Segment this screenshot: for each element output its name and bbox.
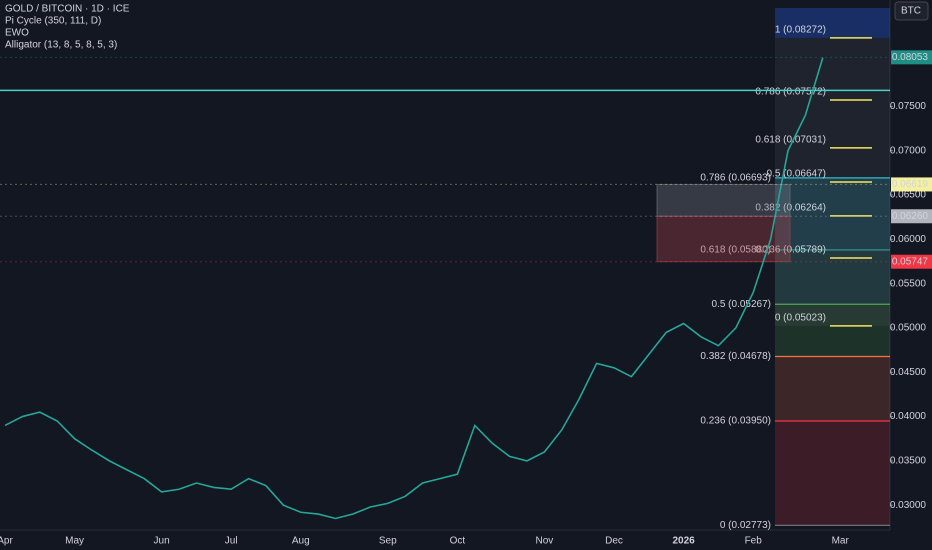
price-tag (891, 50, 932, 65)
price-tag (891, 177, 932, 192)
price-tag (891, 209, 932, 224)
x-tick-label: Aug (292, 536, 310, 547)
fib-label: 0.382 (0.04678) (700, 351, 771, 362)
x-tick-label: Oct (450, 536, 466, 547)
fib-area (775, 7, 890, 38)
x-tick-label: Apr (0, 536, 13, 547)
x-tick-label: Sep (379, 536, 397, 547)
price-tag-label: 0.08053 (892, 52, 929, 63)
y-tick-label: 0.03500 (890, 456, 927, 467)
x-tick-label: May (65, 536, 84, 547)
price-tag-label: 0.06619 (892, 179, 929, 190)
fib-label: 0.618 (0.05880) (700, 245, 771, 256)
fib-label: 0 (0.02773) (720, 520, 771, 531)
y-tick-label: 0.05500 (890, 278, 927, 289)
x-tick-label: Feb (745, 536, 763, 547)
x-tick-label: Jul (225, 536, 238, 547)
zone (656, 215, 791, 263)
fib-label: 0.786 (0.06693) (700, 173, 771, 184)
x-tick-label: Jun (154, 536, 170, 547)
plot: 0.786 (0.06693) 0.618 (0.05880) 0.5 (0.052… (0, 7, 932, 547)
indicator: Alligator (13, 8, 5, 8, 5, 3) (5, 40, 117, 51)
fib-band (775, 304, 890, 357)
fib-label: 1 (0.08272) (775, 25, 826, 36)
currency-button[interactable] (894, 1, 929, 21)
x-tick-label: Mar (832, 536, 850, 547)
price-tag-label: 0.05747 (892, 256, 929, 267)
fib-label: 0.618 (0.07031) (755, 135, 826, 146)
fib-label: 0.382 (0.06264) (755, 203, 826, 214)
y-tick-label: 0.07500 (890, 101, 927, 112)
fib-band (775, 249, 890, 305)
price-tag (891, 254, 932, 269)
fib-band (775, 177, 890, 250)
indicator: EWO (5, 28, 29, 39)
x-tick-label: 2026 (672, 536, 695, 547)
price-line (4, 57, 824, 520)
y-tick-label: 0.07000 (890, 145, 927, 156)
y-tick-label: 0.03000 (890, 500, 927, 511)
zone (656, 183, 791, 217)
x-tick-label: Dec (605, 536, 623, 547)
fib-label: 0.236 (0.03950) (700, 416, 771, 427)
y-tick-label: 0.04500 (890, 367, 927, 378)
price-tag-label: 0.06260 (892, 211, 929, 222)
fib-band (775, 420, 890, 526)
fib-label: 0.5 (0.05267) (712, 299, 772, 310)
chart-title: GOLD / BITCOIN · 1D · ICE (5, 4, 130, 15)
fib-label: 0.236 (0.05789) (755, 245, 826, 256)
fib-band (775, 356, 890, 421)
currency-label[interactable]: BTC (901, 6, 921, 17)
y-tick-label: 0.05000 (890, 323, 927, 334)
y-tick-label: 0.06500 (890, 190, 927, 201)
fib-label: 0 (0.05023) (775, 313, 826, 324)
y-tick-label: 0.06000 (890, 234, 927, 245)
x-tick-label: Nov (536, 536, 554, 547)
y-tick-label: 0.04000 (890, 411, 927, 422)
fib-label: 0.786 (0.07572) (755, 87, 826, 98)
indicator: Pi Cycle (350, 111, D) (5, 16, 101, 27)
price-axis (890, 0, 932, 550)
fib-label: 0.5 (0.06647) (767, 169, 827, 180)
